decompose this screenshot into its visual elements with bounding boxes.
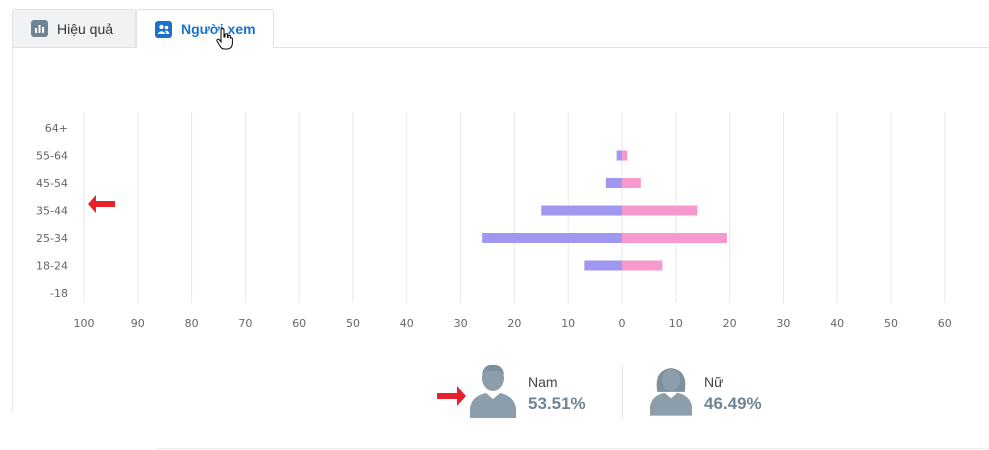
- female-bar: [622, 260, 663, 271]
- y-tick-label: 55-64: [36, 150, 68, 163]
- x-tick-label: 50: [884, 317, 898, 330]
- x-tick-label: 40: [830, 317, 844, 330]
- gender-divider: [622, 366, 623, 418]
- male-bar: [616, 150, 622, 161]
- female-label: Nữ: [704, 374, 724, 390]
- y-tick-label: 18-24: [36, 260, 68, 273]
- y-tick-label: -18: [50, 287, 68, 300]
- tab-performance-label: Hiệu quả: [57, 20, 114, 37]
- female-bar: [622, 205, 698, 216]
- age-gender-chart: 100 90 80 70 60 50 40 30 20 10 0 10 20 30 40 50 6064+55-…: [36, 112, 952, 330]
- panel-bottom-border: [155, 448, 989, 449]
- red-arrow-left-icon: [88, 195, 115, 213]
- tab-performance[interactable]: Hiệu quả: [12, 9, 136, 47]
- panel-border: [12, 47, 13, 412]
- female-bar: [622, 178, 641, 188]
- female-percent: 46.49%: [704, 394, 762, 413]
- tab-viewers-label: Người xem: [181, 21, 256, 37]
- male-bar: [541, 205, 622, 216]
- hand-cursor-icon: [216, 28, 233, 50]
- y-tick-label: 35-44: [36, 205, 68, 218]
- x-tick-label: 0: [619, 317, 626, 330]
- male-avatar-icon: [470, 364, 516, 418]
- x-tick-label: 30: [454, 317, 468, 330]
- x-tick-label: 60: [292, 317, 306, 330]
- x-tick-label: 80: [185, 317, 199, 330]
- x-tick-label: 60: [938, 317, 952, 330]
- male-percent: 53.51%: [528, 394, 586, 413]
- tab-bar: Hiệu quả Người xem: [12, 0, 989, 50]
- y-tick-label: 25-34: [36, 232, 68, 245]
- female-stat: Nữ 46.49%: [650, 362, 762, 422]
- female-bar: [622, 233, 727, 243]
- x-tick-label: 20: [723, 317, 737, 330]
- male-stat: Nam 53.51%: [470, 362, 586, 422]
- x-tick-label: 100: [74, 317, 95, 330]
- x-tick-label: 50: [346, 317, 360, 330]
- x-tick-label: 90: [131, 317, 145, 330]
- x-tick-label: 20: [507, 317, 521, 330]
- x-tick-label: 10: [669, 317, 683, 330]
- male-bar: [482, 233, 622, 243]
- female-bar: [622, 150, 628, 161]
- red-arrow-right-icon: [437, 386, 466, 406]
- bar-chart-icon: [31, 20, 48, 37]
- female-avatar-icon: [650, 368, 692, 416]
- male-label: Nam: [528, 374, 558, 390]
- x-tick-label: 10: [561, 317, 575, 330]
- male-bar: [584, 260, 622, 271]
- tab-viewers[interactable]: Người xem: [136, 9, 274, 48]
- y-tick-label: 45-54: [36, 177, 68, 190]
- users-icon: [155, 20, 172, 38]
- x-tick-label: 70: [238, 317, 252, 330]
- x-tick-label: 30: [776, 317, 790, 330]
- x-tick-label: 40: [400, 317, 414, 330]
- y-tick-label: 64+: [45, 122, 68, 135]
- male-bar: [605, 178, 622, 188]
